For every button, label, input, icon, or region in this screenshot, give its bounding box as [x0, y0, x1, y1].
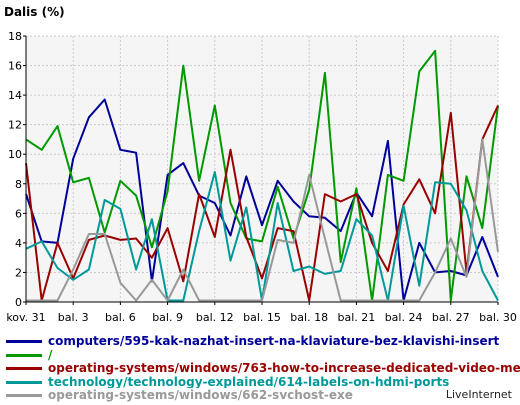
- x-tick-label: bal. 18: [290, 311, 328, 324]
- x-tick-label: bal. 27: [432, 311, 470, 324]
- x-tick-label: bal. 21: [338, 311, 376, 324]
- legend-item-3: operating-systems/windows/763-how-to-inc…: [6, 361, 520, 375]
- legend-label: technology/technology-explained/614-labe…: [48, 374, 450, 389]
- x-tick-label: kov. 31: [6, 311, 45, 324]
- x-tick-label: bal. 30: [479, 311, 517, 324]
- x-tick-label: bal. 15: [243, 311, 281, 324]
- y-tick-label: 2: [15, 266, 22, 279]
- legend-label: /: [48, 347, 53, 362]
- y-tick-label: 0: [15, 296, 22, 309]
- legend-label: operating-systems/windows/662-svchost-ex…: [48, 388, 353, 402]
- legend-item-5: operating-systems/windows/662-svchost-ex…: [6, 388, 520, 402]
- x-tick-label: bal. 24: [385, 311, 423, 324]
- legend-swatch: [6, 367, 42, 370]
- legend: computers/595-kak-nazhat-insert-na-klavi…: [6, 334, 520, 402]
- y-tick-label: 14: [8, 89, 22, 102]
- series-line-5: [26, 138, 499, 302]
- y-tick-label: 10: [8, 148, 22, 161]
- legend-item-2: /: [6, 347, 520, 362]
- legend-swatch: [6, 340, 42, 343]
- legend-swatch: [6, 394, 42, 397]
- y-tick-label: 18: [8, 30, 22, 43]
- x-tick-label: bal. 9: [152, 311, 183, 324]
- y-axis-title: Dalis (%): [4, 5, 65, 19]
- legend-swatch: [6, 353, 42, 357]
- legend-item-4: technology/technology-explained/614-labe…: [6, 374, 520, 389]
- legend-swatch: [6, 380, 42, 384]
- line-chart: 0 2 4 6 8 10 12 14 16 18 kov. 31 bal. 3 bal. 6 bal. …: [4, 5, 517, 324]
- y-axis-ticks: 0 2 4 6 8 10 12 14 16 18: [8, 30, 26, 309]
- y-tick-label: 8: [15, 178, 22, 191]
- x-tick-label: bal. 6: [105, 311, 136, 324]
- x-tick-label: bal. 3: [58, 311, 89, 324]
- series-line-2: [25, 49, 499, 302]
- legend-item-1: computers/595-kak-nazhat-insert-na-klavi…: [6, 334, 520, 348]
- series-lines: [25, 49, 499, 302]
- series-line-1: [25, 98, 499, 302]
- y-tick-label: 6: [15, 207, 22, 220]
- y-tick-label: 16: [8, 60, 22, 73]
- legend-label: operating-systems/windows/763-how-to-inc…: [48, 361, 520, 375]
- credit-label: LiveInternet: [445, 388, 512, 401]
- y-tick-label: 12: [8, 119, 22, 132]
- y-tick-label: 4: [15, 237, 22, 250]
- x-tick-label: bal. 12: [196, 311, 234, 324]
- x-axis-ticks: kov. 31 bal. 3 bal. 6 bal. 9 bal. 12 bal. 15 b…: [6, 302, 517, 324]
- legend-label: computers/595-kak-nazhat-insert-na-klavi…: [48, 334, 500, 348]
